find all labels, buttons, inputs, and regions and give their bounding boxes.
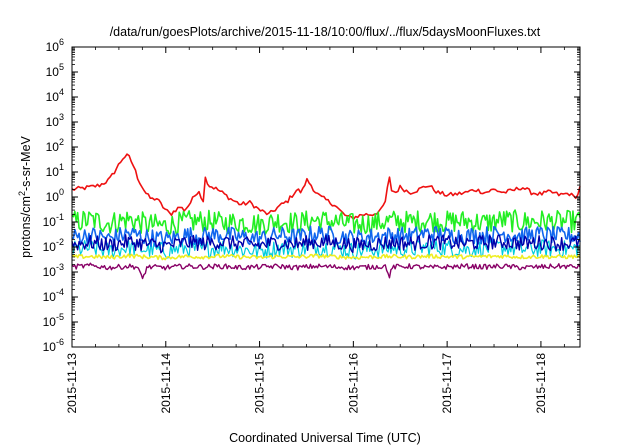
y-tick-label: 10-5 xyxy=(43,312,64,329)
y-tick-exponent: -4 xyxy=(56,287,64,297)
plot-frame xyxy=(71,46,581,348)
y-axis-label-part2: -s-sr-MeV xyxy=(19,135,33,191)
y-tick-exponent: 6 xyxy=(59,37,64,47)
y-axis-label-superscript: 2 xyxy=(17,191,27,196)
y-axis: 10-610-510-410-310-210-11001011021031041… xyxy=(43,37,580,354)
y-tick-exponent: 5 xyxy=(59,62,64,72)
x-axis-label: Coordinated Universal Time (UTC) xyxy=(229,431,421,445)
chart-title: /data/run/goesPlots/archive/2015-11-18/1… xyxy=(110,25,541,39)
y-tick-label: 10-6 xyxy=(43,337,64,354)
y-tick-exponent: -1 xyxy=(56,212,64,222)
y-tick-exponent: -2 xyxy=(56,237,64,247)
x-tick-label: 2015-11-13 xyxy=(65,353,79,414)
x-tick-label: 2015-11-14 xyxy=(159,353,173,414)
y-axis-label: protons/cm2-s-sr-MeV xyxy=(17,135,33,257)
y-tick-base: 10 xyxy=(43,340,57,354)
series-line-5 xyxy=(71,253,581,261)
y-tick-base: 10 xyxy=(46,115,60,129)
y-tick-exponent: 0 xyxy=(59,187,64,197)
y-tick-base: 10 xyxy=(46,165,60,179)
y-tick-label: 105 xyxy=(46,62,64,79)
x-tick-label: 2015-11-16 xyxy=(346,353,360,414)
y-tick-exponent: -5 xyxy=(56,312,64,322)
y-axis-label-part1: protons/cm xyxy=(19,196,33,258)
y-tick-label: 10-4 xyxy=(43,287,64,304)
y-tick-base: 10 xyxy=(43,315,57,329)
y-tick-base: 10 xyxy=(46,140,60,154)
y-tick-label: 10-3 xyxy=(43,262,64,279)
series-line-3 xyxy=(71,225,581,248)
y-tick-base: 10 xyxy=(46,190,60,204)
y-tick-exponent: -3 xyxy=(56,262,64,272)
series-line-4 xyxy=(71,234,581,254)
y-tick-label: 100 xyxy=(46,187,64,204)
y-tick-exponent: 1 xyxy=(59,162,64,172)
y-tick-base: 10 xyxy=(43,240,57,254)
x-axis: 2015-11-13 2015-11-14 2015-11-15 2015-11-16… xyxy=(65,47,565,414)
y-tick-label: 104 xyxy=(46,87,64,104)
y-tick-exponent: 3 xyxy=(59,112,64,122)
y-tick-label: 101 xyxy=(46,162,64,179)
series-line-6 xyxy=(71,262,581,280)
y-tick-label: 102 xyxy=(46,137,64,154)
y-tick-exponent: 4 xyxy=(59,87,64,97)
y-tick-base: 10 xyxy=(46,65,60,79)
y-tick-label: 10-1 xyxy=(43,212,64,229)
x-tick-label: 2015-11-15 xyxy=(253,353,267,414)
y-tick-base: 10 xyxy=(46,40,60,54)
x-tick-label: 2015-11-18 xyxy=(534,353,548,414)
y-tick-base: 10 xyxy=(43,265,57,279)
x-tick-label: 2015-11-17 xyxy=(440,353,454,414)
series-line-0 xyxy=(71,153,581,221)
y-tick-base: 10 xyxy=(43,215,57,229)
series-layer xyxy=(71,153,581,280)
y-tick-base: 10 xyxy=(43,290,57,304)
y-tick-label: 10-2 xyxy=(43,237,64,254)
y-tick-label: 106 xyxy=(46,37,64,54)
y-tick-label: 103 xyxy=(46,112,64,129)
y-tick-exponent: 2 xyxy=(59,137,64,147)
y-tick-exponent: -6 xyxy=(56,337,64,347)
y-tick-base: 10 xyxy=(46,90,60,104)
